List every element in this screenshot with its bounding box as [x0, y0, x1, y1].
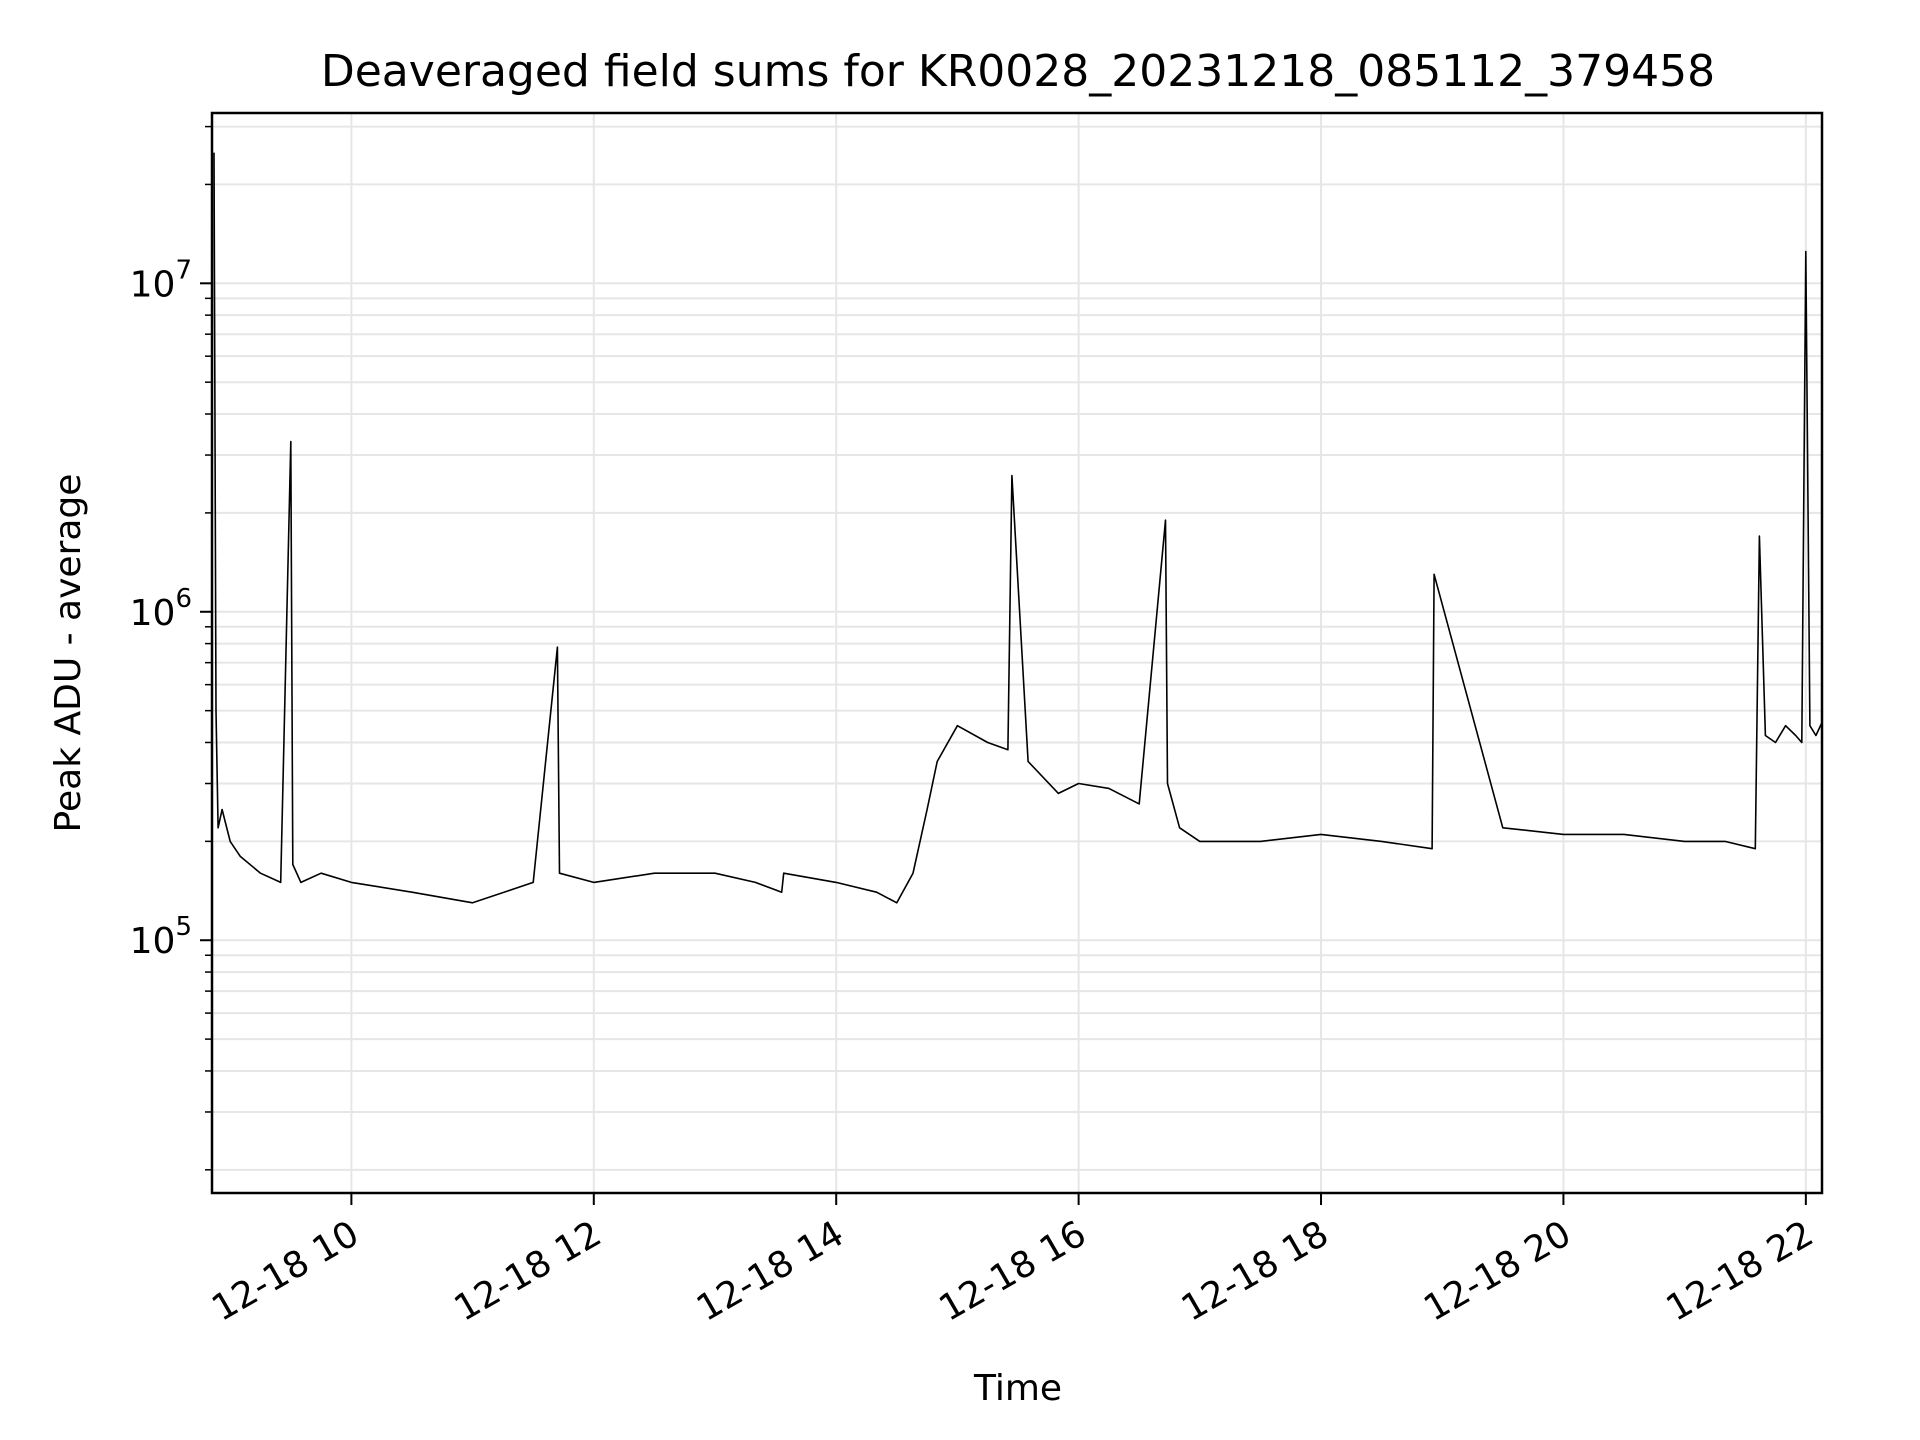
y-axis-label: Peak ADU - average — [48, 474, 89, 833]
plot-frame — [210, 111, 1824, 1195]
x-axis-label: Time — [973, 1368, 1062, 1409]
y-tick-label: 107 — [130, 255, 192, 305]
data-layer — [213, 152, 1823, 904]
y-tick-label: 105 — [130, 912, 192, 962]
data-series-line — [213, 152, 1823, 904]
y-tick-label: 106 — [130, 584, 192, 634]
grid-layer — [212, 113, 1822, 1193]
chart-title: Deaveraged field sums for KR0028_2023121… — [321, 46, 1715, 97]
